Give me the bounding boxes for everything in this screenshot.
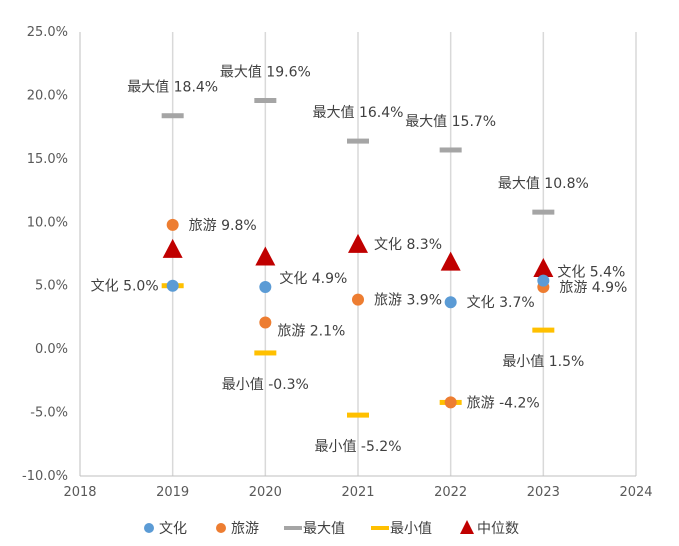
data-label-min: 最小值 -5.2% xyxy=(314,439,401,455)
x-tick-label: 2022 xyxy=(434,485,467,500)
data-label-min: 最小值 1.5% xyxy=(502,354,584,370)
x-tick-label: 2018 xyxy=(63,485,96,500)
data-label-max: 最大值 16.4% xyxy=(313,105,404,121)
x-tick-label: 2019 xyxy=(156,485,189,500)
data-label-lvyou: 旅游 4.9% xyxy=(559,280,627,296)
data-label-min: 最小值 -0.3% xyxy=(222,377,309,393)
legend: 文化 旅游 最大值 最小值 中位数 xyxy=(144,520,519,537)
point-wenhua xyxy=(166,279,179,292)
data-label-lvyou: 旅游 -4.2% xyxy=(467,395,540,411)
x-tick-label: 2020 xyxy=(249,485,282,500)
legend-marker-max xyxy=(284,526,302,530)
point-median xyxy=(533,257,554,277)
y-tick-label: 20.0% xyxy=(27,88,68,103)
point-max xyxy=(532,209,555,215)
axes: 25.0%20.0%15.0%10.0%5.0%0.0%-5.0%-10.0%2… xyxy=(22,25,653,500)
y-tick-label: 25.0% xyxy=(27,25,68,40)
legend-label-min: 最小值 xyxy=(390,521,432,537)
x-tick-label: 2021 xyxy=(341,485,374,500)
data-label-wenhua: 文化 3.7% xyxy=(467,295,535,311)
data-label-max: 最大值 15.7% xyxy=(405,114,496,130)
point-max xyxy=(254,98,277,104)
point-max xyxy=(439,147,462,153)
legend-marker-min xyxy=(371,526,389,530)
data-label-lvyou: 旅游 9.8% xyxy=(189,218,257,234)
data-label-lvyou: 旅游 3.9% xyxy=(374,293,442,309)
point-median xyxy=(162,238,183,258)
data-label-max: 最大值 19.6% xyxy=(220,65,311,81)
legend-item-lvyou: 旅游 xyxy=(216,521,259,537)
point-wenhua xyxy=(444,296,457,309)
gridlines xyxy=(171,32,637,476)
data-label-lvyou: 旅游 2.1% xyxy=(277,324,345,340)
data-label-wenhua: 文化 4.9% xyxy=(279,271,347,287)
legend-label-wenhua: 文化 xyxy=(159,521,187,537)
point-lvyou xyxy=(259,316,272,329)
point-median xyxy=(440,251,461,271)
legend-label-median: 中位数 xyxy=(477,521,519,537)
point-min xyxy=(532,327,555,333)
legend-item-median: 中位数 xyxy=(460,520,519,537)
point-wenhua xyxy=(259,280,272,293)
data-label-max: 最大值 18.4% xyxy=(127,80,218,96)
x-tick-label: 2023 xyxy=(527,485,560,500)
y-tick-label: -5.0% xyxy=(30,406,68,421)
data-label-wenhua: 文化 5.0% xyxy=(91,279,159,295)
point-median xyxy=(348,233,368,253)
legend-item-max: 最大值 xyxy=(284,521,345,537)
data-label-max: 最大值 10.8% xyxy=(498,176,589,192)
y-tick-label: 15.0% xyxy=(27,152,68,167)
x-tick-label: 2024 xyxy=(619,485,652,500)
legend-item-wenhua: 文化 xyxy=(144,521,187,537)
point-max xyxy=(347,138,369,144)
point-median xyxy=(255,246,276,266)
data-labels: 文化 5.0% 文化 4.9% 文化 3.7% 文化 5.4% 旅游 9.8% 旅游 2.… xyxy=(91,65,628,456)
legend-label-max: 最大值 xyxy=(303,521,345,537)
point-lvyou xyxy=(352,293,364,306)
point-min xyxy=(254,350,277,356)
point-wenhua xyxy=(537,274,550,287)
data-marks xyxy=(161,98,555,418)
data-label-median: 文化 8.3% xyxy=(374,237,442,253)
point-lvyou xyxy=(444,396,457,409)
legend-marker-median xyxy=(460,520,474,534)
y-tick-label: 0.0% xyxy=(35,342,68,357)
point-min xyxy=(347,412,369,418)
point-max xyxy=(161,113,184,119)
y-tick-label: -10.0% xyxy=(22,469,68,484)
y-tick-label: 10.0% xyxy=(27,215,68,230)
y-tick-label: 5.0% xyxy=(35,279,68,294)
legend-marker-wenhua xyxy=(144,523,154,533)
data-label-wenhua: 文化 5.4% xyxy=(557,265,625,281)
legend-item-min: 最小值 xyxy=(371,521,432,537)
legend-label-lvyou: 旅游 xyxy=(231,521,259,537)
point-lvyou xyxy=(166,218,179,231)
legend-marker-lvyou xyxy=(216,523,226,533)
